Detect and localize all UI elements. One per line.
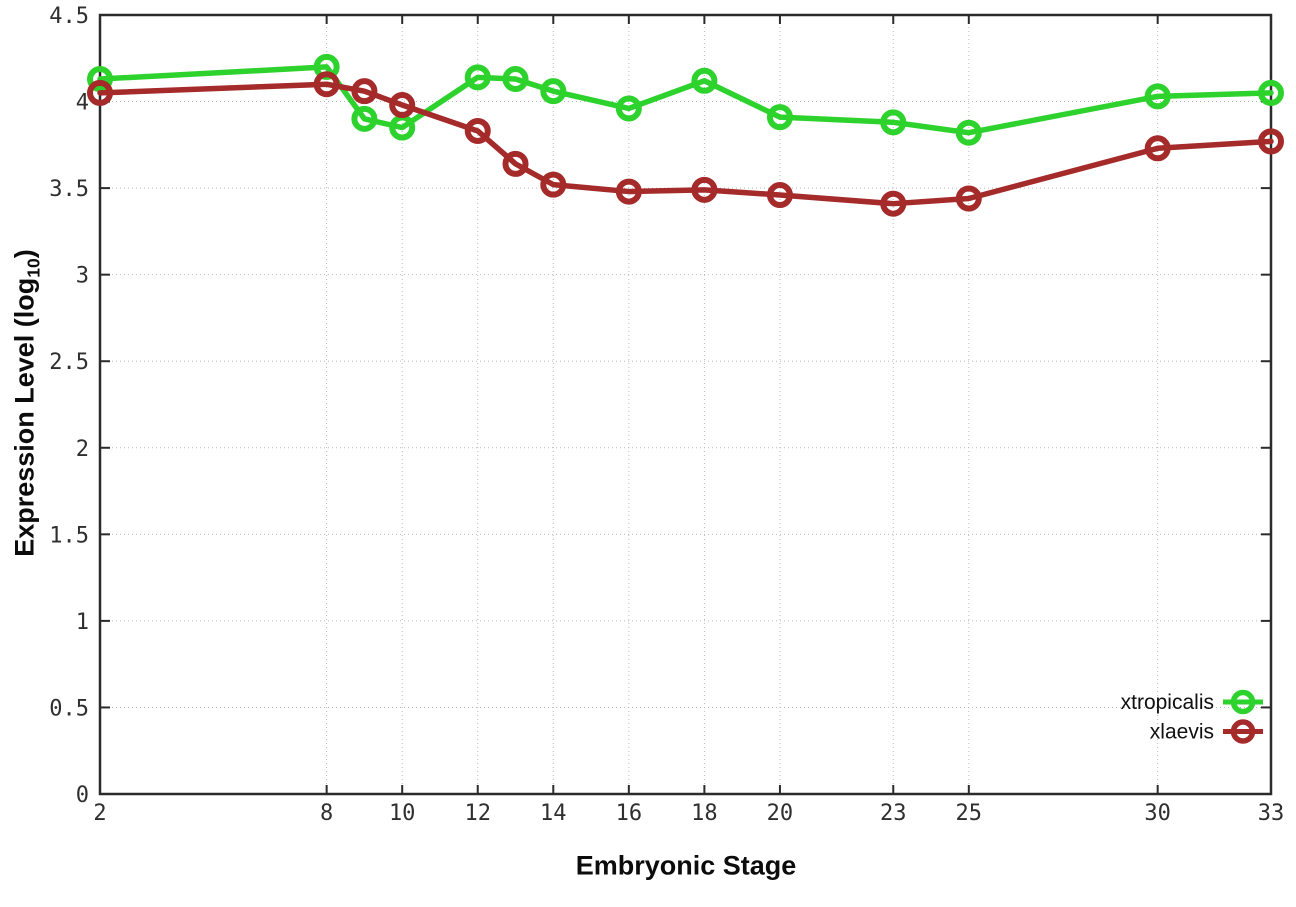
data-point-xtropicalis-stage-18: [691, 67, 718, 94]
data-point-xlaevis-stage-13: [502, 150, 529, 177]
y-axis-title-subscript: 10: [23, 258, 44, 278]
x-tick-label: 12: [464, 801, 491, 826]
data-point-xlaevis-stage-23: [880, 190, 907, 217]
data-point-xlaevis-stage-18: [691, 176, 718, 203]
x-tick-label: 30: [1144, 801, 1171, 826]
x-tick-label: 18: [691, 801, 718, 826]
data-point-xtropicalis-stage-25: [955, 119, 982, 146]
y-tick-label: 1: [76, 610, 89, 635]
y-tick-label: 1.5: [49, 523, 89, 548]
x-tick-label: 14: [540, 801, 567, 826]
x-axis-title: Embryonic Stage: [575, 850, 797, 881]
data-point-xtropicalis-stage-12: [464, 64, 491, 91]
y-axis-title: Expression Level (log10): [9, 249, 44, 557]
y-tick-label: 4: [76, 91, 89, 116]
data-point-xtropicalis-stage-9: [351, 105, 378, 132]
y-tick-label: 4.5: [49, 4, 89, 29]
legend-label-xtropicalis: xtropicalis: [1121, 691, 1214, 714]
data-point-xtropicalis-stage-14: [540, 78, 567, 105]
data-point-xtropicalis-stage-13: [502, 66, 529, 93]
y-tick-label: 3.5: [49, 177, 89, 202]
data-point-xtropicalis-stage-2: [87, 66, 113, 93]
data-point-xlaevis-stage-33: [1258, 128, 1284, 155]
y-tick-label: 0: [76, 783, 89, 808]
data-point-xlaevis-stage-16: [615, 178, 642, 205]
data-point-xlaevis-stage-2: [87, 79, 113, 106]
data-point-xtropicalis-stage-30: [1144, 83, 1171, 110]
y-tick-label: 2: [76, 437, 89, 462]
x-tick-label: 2: [93, 801, 106, 826]
x-tick-label: 23: [880, 801, 907, 826]
data-point-xlaevis-stage-14: [540, 171, 567, 198]
legend-marker-xtropicalis: [1230, 689, 1256, 715]
y-tick-label: 2.5: [49, 350, 89, 375]
x-tick-label: 20: [767, 801, 794, 826]
data-point-xtropicalis-stage-23: [880, 109, 907, 136]
data-point-xlaevis-stage-20: [766, 182, 793, 209]
series-line-xlaevis: [97, 81, 1274, 207]
data-point-xtropicalis-stage-16: [615, 95, 642, 122]
data-point-xlaevis-stage-8: [313, 71, 340, 98]
legend-label-xlaevis: xlaevis: [1150, 721, 1214, 744]
plot-border: [98, 13, 1273, 796]
y-tick-label: 0.5: [49, 696, 89, 721]
y-axis-title-suffix: ): [9, 249, 40, 259]
data-point-xlaevis-stage-9: [351, 78, 378, 105]
data-point-xlaevis-stage-25: [955, 185, 982, 212]
y-tick-label: 3: [76, 264, 89, 289]
data-point-xlaevis-stage-30: [1144, 135, 1171, 162]
data-point-xlaevis-stage-10: [389, 92, 416, 119]
legend-marker-xlaevis: [1230, 719, 1256, 744]
data-point-xtropicalis-stage-33: [1258, 79, 1284, 106]
x-tick-label: 25: [956, 801, 983, 826]
y-axis-title-text: Expression Level (log: [9, 277, 40, 557]
x-tick-label: 16: [616, 801, 643, 826]
series-line-xtropicalis: [97, 64, 1274, 136]
data-point-xlaevis-stage-12: [464, 117, 491, 144]
x-tick-label: 33: [1258, 801, 1285, 826]
x-tick-label: 10: [389, 801, 416, 826]
data-point-xtropicalis-stage-20: [766, 104, 793, 131]
x-tick-label: 8: [320, 801, 333, 826]
